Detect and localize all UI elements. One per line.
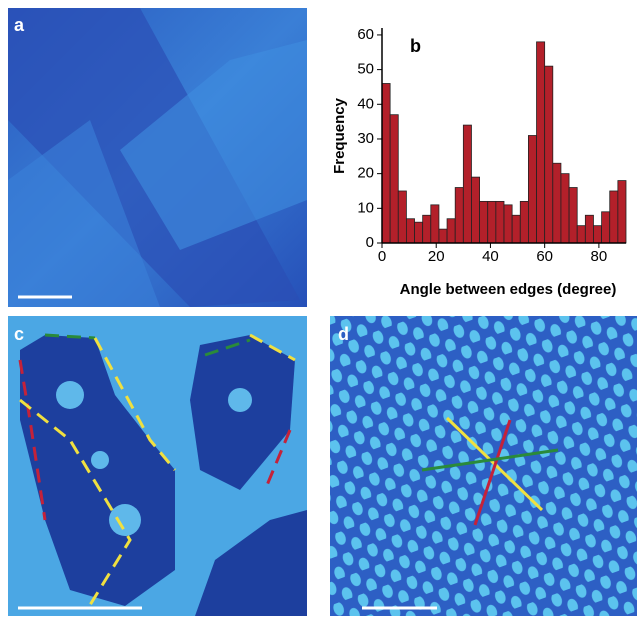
bar [528, 135, 537, 244]
x-tick-label: 40 [482, 248, 499, 265]
bar [609, 190, 619, 244]
bar [454, 187, 464, 244]
bar [519, 200, 529, 244]
x-axis-label: Angle between edges (degree) [400, 281, 617, 298]
bar [462, 124, 472, 244]
x-tick-label: 20 [428, 248, 445, 265]
bar [438, 228, 448, 244]
bar [544, 65, 554, 244]
y-tick-label: 20 [357, 165, 374, 182]
x-tick-label: 60 [536, 248, 553, 265]
bar [487, 200, 497, 244]
y-tick-label: 60 [357, 26, 374, 43]
y-tick-label: 0 [366, 234, 374, 251]
bar [397, 190, 407, 244]
bar [405, 218, 415, 244]
bar [536, 41, 546, 244]
panel-c-image [8, 316, 307, 616]
y-axis-label: Frequency [331, 97, 348, 174]
x-tick-label: 80 [591, 248, 608, 265]
bar [430, 204, 440, 244]
bar [495, 200, 505, 244]
bar [446, 218, 456, 244]
bar [503, 204, 513, 244]
panel-label: a [14, 15, 25, 35]
panel-label: d [338, 324, 349, 344]
y-tick-label: 10 [357, 199, 374, 216]
bar [593, 225, 603, 244]
bar [617, 180, 627, 244]
y-tick-label: 30 [357, 130, 374, 147]
bar [381, 83, 391, 244]
panel-a-image [8, 8, 307, 307]
panel-label: c [14, 324, 24, 344]
bar [552, 162, 562, 244]
bar [414, 221, 424, 244]
bar [576, 225, 586, 244]
bar [560, 173, 570, 244]
bar [584, 214, 594, 244]
bar [601, 211, 611, 244]
bar [389, 114, 399, 244]
y-tick-label: 40 [357, 95, 374, 112]
chart-title: b [410, 36, 421, 56]
bar [422, 214, 432, 244]
x-tick-label: 0 [378, 248, 386, 265]
panel-d-image [330, 316, 637, 616]
bar [471, 176, 481, 244]
bar [511, 214, 521, 244]
bar [568, 187, 578, 244]
y-tick-label: 50 [357, 61, 374, 78]
bar [479, 200, 489, 244]
